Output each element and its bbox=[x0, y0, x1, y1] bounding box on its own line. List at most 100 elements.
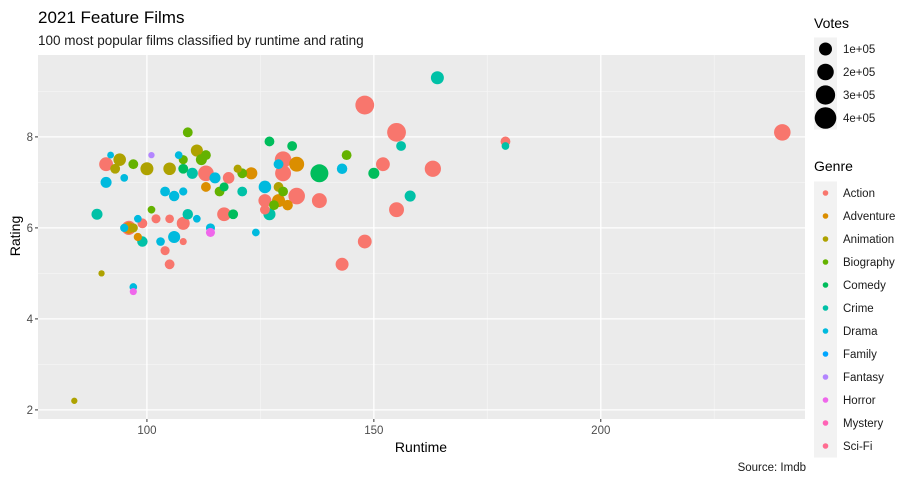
genre-legend-symbol bbox=[822, 420, 829, 426]
data-point bbox=[160, 246, 170, 256]
genre-legend-title: Genre bbox=[814, 158, 853, 174]
data-point bbox=[133, 214, 142, 223]
genre-legend-label: Animation bbox=[843, 234, 894, 246]
data-point bbox=[219, 182, 229, 192]
data-point bbox=[336, 163, 348, 174]
x-tick-label: 100 bbox=[137, 425, 156, 437]
genre-legend-label: Biography bbox=[843, 257, 895, 269]
data-point bbox=[258, 180, 272, 194]
data-point bbox=[178, 163, 189, 174]
data-point bbox=[275, 165, 292, 182]
data-point bbox=[99, 157, 113, 172]
genre-legend-label: Fantasy bbox=[843, 372, 884, 384]
data-point bbox=[113, 153, 126, 166]
genre-legend-label: Crime bbox=[843, 303, 874, 315]
y-tick-label: 8 bbox=[27, 132, 33, 144]
data-point bbox=[430, 71, 444, 85]
data-point bbox=[404, 190, 416, 202]
x-axis-title: Runtime bbox=[395, 439, 447, 455]
data-point bbox=[355, 95, 375, 115]
data-point bbox=[273, 159, 284, 170]
genre-legend-symbol bbox=[822, 305, 829, 311]
data-point bbox=[282, 199, 293, 211]
chart-title: 2021 Feature Films bbox=[38, 8, 184, 27]
x-tick-label: 150 bbox=[364, 425, 383, 437]
data-point bbox=[310, 164, 329, 183]
axes: 100 150 200 2 4 6 8 bbox=[27, 132, 611, 437]
data-point bbox=[264, 136, 275, 147]
genre-legend-symbol bbox=[822, 282, 829, 288]
genre-legend-label: Family bbox=[843, 349, 877, 361]
data-point bbox=[128, 223, 138, 233]
data-point bbox=[387, 122, 406, 142]
data-point bbox=[192, 214, 201, 223]
data-point bbox=[147, 205, 156, 214]
data-point bbox=[368, 167, 380, 179]
genre-legend-symbol bbox=[822, 213, 829, 219]
data-point bbox=[168, 190, 180, 202]
genre-legend-label: Action bbox=[843, 188, 875, 200]
data-point bbox=[269, 200, 279, 211]
data-point bbox=[151, 214, 161, 224]
data-point bbox=[233, 164, 242, 173]
panel-background bbox=[38, 55, 805, 419]
data-point bbox=[251, 228, 260, 237]
data-point bbox=[289, 156, 305, 172]
data-point bbox=[168, 230, 181, 244]
votes-legend-label: 1e+05 bbox=[843, 44, 875, 56]
y-tick-label: 6 bbox=[27, 223, 33, 235]
data-point bbox=[163, 162, 176, 176]
data-points bbox=[71, 71, 791, 404]
data-point bbox=[148, 151, 155, 159]
data-point bbox=[311, 193, 327, 209]
data-point bbox=[228, 209, 239, 220]
data-point bbox=[260, 204, 270, 215]
votes-legend-symbol bbox=[817, 63, 834, 81]
data-point bbox=[389, 202, 405, 218]
genre-legend-label: Horror bbox=[843, 395, 876, 407]
genre-legend-label: Sci-Fi bbox=[843, 441, 872, 453]
data-point bbox=[501, 142, 510, 150]
data-point bbox=[156, 237, 165, 246]
data-point bbox=[182, 209, 194, 220]
data-point bbox=[98, 270, 105, 277]
genre-legend-label: Mystery bbox=[843, 418, 884, 430]
genre-legend-symbol bbox=[822, 374, 829, 380]
genre-legend-symbol bbox=[822, 397, 829, 403]
chart-caption: Source: Imdb bbox=[738, 462, 806, 474]
genre-legend-symbol bbox=[822, 328, 829, 334]
votes-legend-label: 3e+05 bbox=[843, 90, 875, 102]
genre-legend: Genre Action Adventure Animation Biography C… bbox=[814, 158, 895, 458]
data-point bbox=[341, 150, 352, 161]
data-point bbox=[71, 397, 78, 404]
votes-legend-symbol bbox=[814, 107, 837, 129]
data-point bbox=[258, 194, 272, 208]
chart-subtitle: 100 most popular films classified by run… bbox=[38, 33, 364, 48]
votes-legend-label: 2e+05 bbox=[843, 67, 875, 79]
genre-legend-symbol bbox=[822, 351, 829, 357]
genre-legend-label: Drama bbox=[843, 326, 878, 338]
votes-legend-symbol bbox=[819, 42, 832, 56]
data-point bbox=[396, 141, 406, 151]
data-point bbox=[278, 186, 288, 197]
data-point bbox=[129, 288, 137, 296]
data-point bbox=[107, 151, 115, 159]
data-point bbox=[201, 150, 211, 161]
data-point bbox=[774, 124, 791, 141]
genre-legend-symbol bbox=[822, 190, 829, 196]
data-point bbox=[245, 167, 258, 180]
data-point bbox=[287, 141, 298, 151]
data-point bbox=[288, 187, 305, 205]
genre-legend-symbol bbox=[822, 443, 829, 449]
votes-legend-label: 4e+05 bbox=[843, 113, 875, 125]
data-point bbox=[190, 144, 203, 157]
data-point bbox=[110, 163, 121, 174]
genre-legend-symbol bbox=[822, 259, 829, 265]
data-point bbox=[182, 127, 193, 138]
data-point bbox=[424, 160, 441, 177]
votes-legend-title: Votes bbox=[814, 15, 849, 31]
votes-legend: Votes 1e+05 2e+05 3e+05 4e+05 bbox=[814, 15, 875, 130]
y-tick-label: 2 bbox=[27, 405, 33, 417]
data-point bbox=[174, 151, 183, 159]
